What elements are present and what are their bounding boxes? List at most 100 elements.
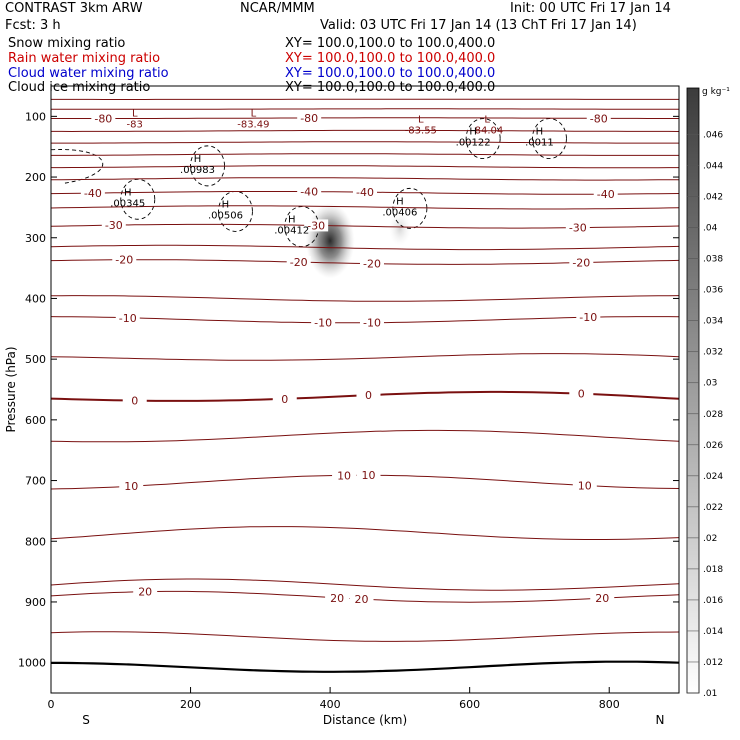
cloud-outline-0 bbox=[465, 118, 501, 160]
contour-label: -40 bbox=[597, 188, 615, 201]
extremum-symbol-3: L bbox=[484, 114, 490, 125]
contour-label: -40 bbox=[300, 186, 318, 199]
contour-label-bg bbox=[325, 591, 350, 604]
contour-line-3 bbox=[51, 129, 680, 133]
shading-blob-1 bbox=[389, 211, 411, 246]
cloud-outline-left bbox=[50, 149, 104, 184]
contour-line-1 bbox=[51, 108, 679, 110]
colorbar-label: .044 bbox=[703, 162, 723, 172]
contour-label-bg bbox=[112, 253, 137, 266]
extremum-value-0: -83 bbox=[127, 119, 143, 130]
extremum-symbol-9: H bbox=[288, 215, 296, 226]
contour-label-bg bbox=[297, 111, 322, 124]
contour-line-22 bbox=[50, 631, 680, 642]
colorbar-label: .04 bbox=[703, 224, 718, 234]
field-xy-cloud-ice: XY= 100.0,100.0 to 100.0,400.0 bbox=[285, 80, 496, 95]
colorbar-label: .038 bbox=[703, 255, 723, 265]
contour-line-5 bbox=[51, 153, 679, 156]
contour-label: -10 bbox=[363, 317, 381, 330]
forecast-hour: Fcst: 3 h bbox=[5, 18, 61, 33]
contour-label: 0 bbox=[131, 395, 138, 408]
contour-label-bg bbox=[115, 311, 140, 324]
field-xy-cloud-water: XY= 100.0,100.0 to 100.0,400.0 bbox=[285, 66, 496, 81]
contour-label-bg bbox=[359, 316, 384, 329]
colorbar-label: .018 bbox=[703, 565, 723, 575]
contour-line-2 bbox=[51, 117, 679, 119]
contour-label-bg bbox=[286, 256, 311, 269]
contour-label-bg bbox=[332, 469, 357, 482]
colorbar-label: .026 bbox=[703, 441, 723, 451]
extremum-symbol-6: H bbox=[194, 154, 202, 165]
contour-label: 10 bbox=[578, 480, 592, 493]
contour-label-bg bbox=[356, 389, 381, 402]
extremum-value-10: .00406 bbox=[382, 207, 417, 218]
contour-label-bg bbox=[119, 480, 144, 493]
x-tick-label: 600 bbox=[459, 698, 480, 711]
y-tick-label: 1000 bbox=[18, 657, 46, 670]
contour-label-bg bbox=[593, 188, 618, 201]
contour-label: -10 bbox=[579, 311, 597, 324]
contour-label: 20 bbox=[330, 592, 344, 605]
contour-label-bg bbox=[133, 585, 158, 598]
field-name-snow: Snow mixing ratio bbox=[8, 36, 126, 51]
extremum-value-1: -83.49 bbox=[237, 119, 269, 130]
contour-label: -30 bbox=[105, 219, 123, 232]
extremum-value-6: .00983 bbox=[180, 165, 215, 176]
extremum-symbol-5: H bbox=[536, 127, 544, 138]
contour-label: -80 bbox=[300, 112, 318, 125]
init-time: Init: 00 UTC Fri 17 Jan 14 bbox=[510, 1, 671, 16]
contour-line-13 bbox=[51, 295, 680, 302]
contour-label-bg bbox=[101, 219, 126, 232]
center-title: NCAR/MMM bbox=[240, 1, 315, 16]
y-tick-label: 400 bbox=[25, 292, 46, 305]
contour-label: 0 bbox=[281, 393, 288, 406]
extremum-symbol-7: H bbox=[124, 187, 132, 198]
contour-line-23 bbox=[51, 660, 680, 673]
x-axis-label: Distance (km) bbox=[323, 713, 407, 727]
contour-label: -10 bbox=[119, 312, 137, 325]
contour-line-4 bbox=[51, 141, 679, 144]
extremum-value-3: -84.04 bbox=[471, 125, 503, 136]
contour-label-bg bbox=[576, 311, 601, 324]
contour-label-bg bbox=[349, 593, 374, 606]
contour-label-bg bbox=[297, 185, 322, 198]
contour-label: -30 bbox=[307, 219, 325, 232]
contour-label: 10 bbox=[361, 469, 375, 482]
x-tick-label: 400 bbox=[320, 698, 341, 711]
contour-label: 20 bbox=[138, 586, 152, 599]
contour-line-9 bbox=[50, 205, 680, 210]
x-tick-label: 800 bbox=[599, 698, 620, 711]
contour-label: -80 bbox=[94, 113, 112, 126]
extremum-symbol-10: H bbox=[396, 196, 404, 207]
contour-label: -10 bbox=[314, 317, 332, 330]
contour-line-7 bbox=[50, 177, 680, 181]
y-tick-label: 200 bbox=[25, 171, 46, 184]
contour-line-19 bbox=[50, 526, 680, 540]
x-tick-label: 0 bbox=[48, 698, 55, 711]
contour-label-bg bbox=[356, 469, 381, 482]
x-tick-label: 200 bbox=[180, 698, 201, 711]
contour-label: 10 bbox=[124, 480, 138, 493]
colorbar-label: .036 bbox=[703, 286, 723, 296]
contour-label-bg bbox=[586, 112, 611, 125]
contour-label: -80 bbox=[590, 112, 608, 125]
contour-label-bg bbox=[91, 112, 116, 125]
colorbar-label: .01 bbox=[703, 689, 717, 699]
extremum-value-8: .00506 bbox=[208, 210, 243, 221]
contour-label-bg bbox=[272, 392, 297, 405]
colorbar-label: .03 bbox=[703, 379, 717, 389]
contour-label: 20 bbox=[595, 592, 609, 605]
contour-label: -20 bbox=[115, 254, 133, 267]
colorbar-label: .014 bbox=[703, 627, 723, 637]
endpoint-left-label: S bbox=[82, 713, 90, 727]
colorbar-label: .022 bbox=[703, 503, 723, 513]
field-xy-snow: XY= 100.0,100.0 to 100.0,400.0 bbox=[285, 36, 496, 51]
contour-label-bg bbox=[122, 394, 147, 407]
field-name-cloud-water: Cloud water mixing ratio bbox=[8, 66, 169, 81]
contour-line-15 bbox=[50, 353, 680, 361]
field-name-rain: Rain water mixing ratio bbox=[8, 51, 161, 66]
contour-label-bg bbox=[311, 316, 336, 329]
contour-label: 20 bbox=[355, 593, 369, 606]
contour-label: -20 bbox=[572, 257, 590, 270]
